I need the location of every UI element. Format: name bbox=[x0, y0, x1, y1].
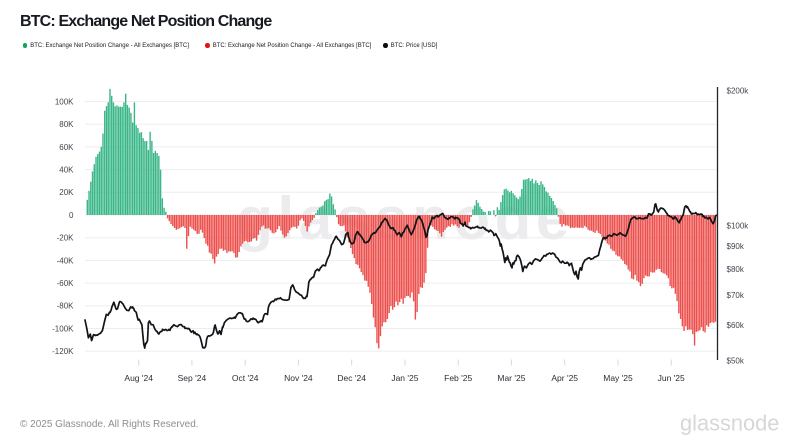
svg-text:Aug '24: Aug '24 bbox=[124, 373, 153, 383]
svg-text:$50k: $50k bbox=[727, 356, 745, 365]
svg-text:100K: 100K bbox=[55, 97, 74, 106]
svg-text:-80K: -80K bbox=[57, 302, 75, 311]
svg-text:$200k: $200k bbox=[727, 86, 750, 95]
svg-text:glassnode: glassnode bbox=[680, 410, 779, 435]
svg-text:May '25: May '25 bbox=[603, 373, 633, 383]
svg-text:Sep '24: Sep '24 bbox=[178, 373, 207, 383]
svg-text:-40K: -40K bbox=[57, 256, 75, 265]
svg-text:Apr '25: Apr '25 bbox=[551, 373, 578, 383]
svg-text:40K: 40K bbox=[59, 166, 74, 175]
svg-text:Dec '24: Dec '24 bbox=[337, 373, 366, 383]
svg-text:$100k: $100k bbox=[727, 221, 750, 230]
svg-text:Jun '25: Jun '25 bbox=[658, 373, 685, 383]
svg-text:Nov '24: Nov '24 bbox=[284, 373, 313, 383]
svg-text:$90k: $90k bbox=[727, 242, 745, 251]
svg-text:Jan '25: Jan '25 bbox=[391, 373, 418, 383]
svg-text:60K: 60K bbox=[59, 143, 74, 152]
svg-text:-120K: -120K bbox=[52, 347, 74, 356]
svg-text:20K: 20K bbox=[59, 188, 74, 197]
svg-text:Oct '24: Oct '24 bbox=[232, 373, 259, 383]
svg-text:80K: 80K bbox=[59, 120, 74, 129]
svg-text:-20K: -20K bbox=[57, 234, 75, 243]
svg-text:-60K: -60K bbox=[57, 279, 75, 288]
svg-text:$70k: $70k bbox=[727, 291, 745, 300]
svg-text:0: 0 bbox=[69, 211, 74, 220]
svg-text:$60k: $60k bbox=[727, 321, 745, 330]
svg-text:-100K: -100K bbox=[52, 324, 74, 333]
svg-text:Mar '25: Mar '25 bbox=[497, 373, 525, 383]
svg-text:Feb '25: Feb '25 bbox=[444, 373, 472, 383]
svg-text:$80k: $80k bbox=[727, 265, 745, 274]
